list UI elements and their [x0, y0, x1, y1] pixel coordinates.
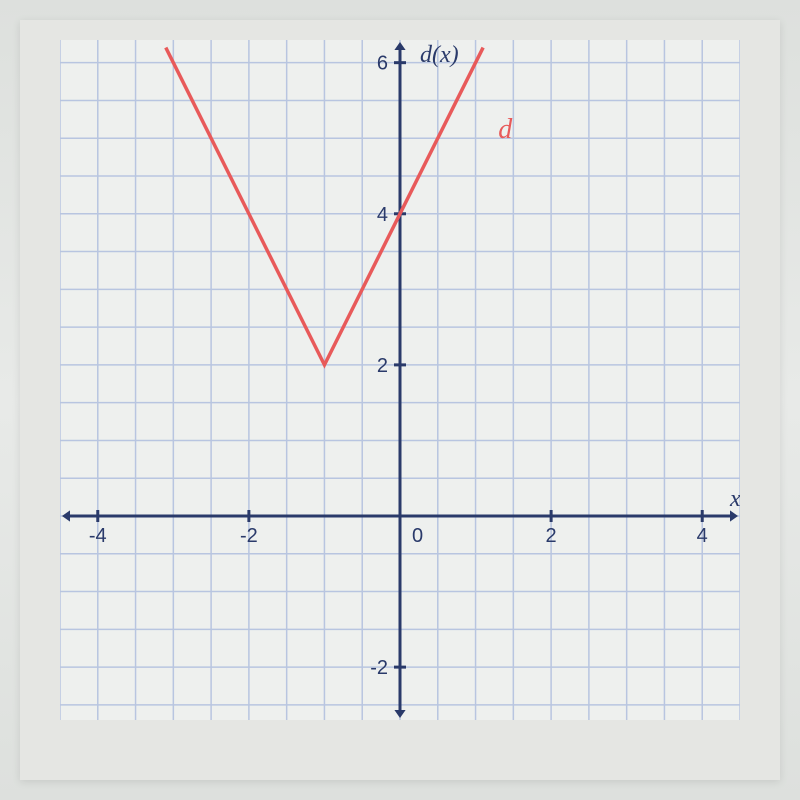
svg-text:-4: -4	[89, 525, 107, 547]
svg-text:d(x): d(x)	[420, 42, 459, 68]
photo-container: -4 -2 0 2 4 -2 2 4 6 d(x) x d	[20, 20, 780, 780]
svg-text:-2: -2	[240, 525, 258, 547]
svg-text:4: 4	[377, 204, 388, 226]
svg-text:0: 0	[412, 525, 423, 547]
svg-text:x: x	[729, 486, 740, 512]
svg-text:2: 2	[377, 355, 388, 377]
coordinate-chart: -4 -2 0 2 4 -2 2 4 6 d(x) x d	[60, 40, 740, 720]
svg-text:-2: -2	[370, 657, 388, 679]
svg-text:2: 2	[546, 525, 557, 547]
svg-text:d: d	[498, 114, 513, 145]
svg-text:6: 6	[377, 53, 388, 75]
svg-text:4: 4	[697, 525, 708, 547]
chart-area: -4 -2 0 2 4 -2 2 4 6 d(x) x d	[60, 40, 740, 720]
axes	[62, 42, 738, 718]
function-curve: d	[166, 48, 513, 365]
